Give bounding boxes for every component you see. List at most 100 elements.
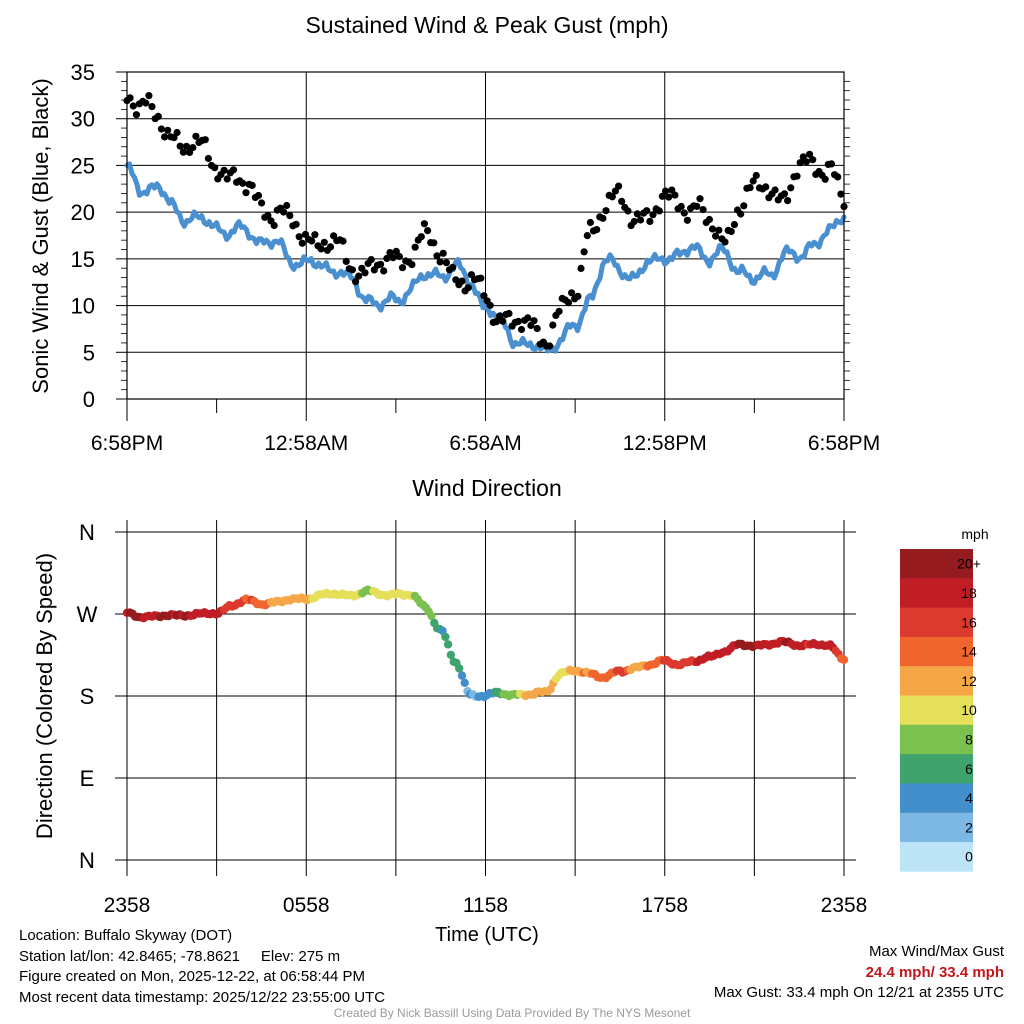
speed-ytick-label: 5 [83,340,95,365]
gust-point [182,142,191,150]
gust-point [258,199,266,207]
speed-xtick-label: 6:58AM [449,432,521,455]
gust-point [148,103,156,111]
gust-point [398,264,407,272]
max-summary-values: 24.4 mph/ 33.4 mph [865,963,1004,981]
gust-point [514,317,523,325]
gust-point [793,172,801,180]
gust-point [154,112,162,120]
direction-point [839,655,849,664]
colorbar-label: 0 [965,849,973,865]
gust-point [264,211,272,219]
gust-point [377,260,385,268]
gust-point [298,239,306,247]
speed-ytick-label: 30 [71,107,95,132]
gust-point [179,148,187,156]
gust-point [740,202,748,210]
direction-point [460,678,469,687]
direction-point [443,640,453,649]
direction-chart-xlabel: Time (UTC) [435,924,539,946]
station-coordinates-row: Station lat/lon: 42.8465; -78.8621 Elev:… [19,947,385,968]
gust-point [802,158,811,166]
recent-timestamp: Most recent data timestamp: 2025/12/22 2… [19,988,386,1006]
colorbar-swatch [900,549,973,579]
gust-point [809,156,817,164]
max-summary-label: Max Wind/Max Gust [868,943,1004,960]
gust-point [458,277,466,285]
gust-point [339,237,347,245]
gust-point [693,202,701,210]
direction-chart-grid [115,520,856,876]
direction-ytick-label: S [80,684,95,709]
gust-point [348,266,356,274]
direction-xtick-label: 1158 [463,894,508,917]
gust-point [677,202,685,211]
gust-point [649,211,657,219]
colorbar-label: 12 [961,673,977,689]
gust-point [821,175,829,183]
direction-point [457,671,467,680]
gust-point [417,233,425,241]
colorbar-title: mph [961,526,988,542]
colorbar-swatch [900,607,973,638]
gust-point [834,173,842,181]
gust-point [424,227,432,235]
direction-ytick-label: E [80,766,95,791]
gust-point [574,292,582,300]
gust-point [608,193,616,201]
speed-ytick-label: 10 [71,294,95,319]
gust-point [283,201,291,210]
station-location: Location: Buffalo Skyway (DOT) [19,927,233,944]
gust-point [270,221,278,230]
gust-point [176,142,184,150]
speed-chart-grid [127,72,844,399]
gust-point [533,324,541,333]
gust-point [762,183,770,191]
speed-xtick-label: 12:58AM [264,432,348,455]
gust-point [680,209,688,217]
direction-point [455,664,464,673]
gust-point [602,207,610,215]
speed-chart-ticks: 0 5 10 15 20 25 30 35 6:58PM 12:58AM 6:58AM 12:58PM… [71,60,881,455]
gust-point [499,317,507,325]
gust-point [837,190,845,198]
colorbar-swatch [900,666,973,696]
speed-ytick-label: 35 [71,60,95,85]
gust-point [449,263,457,271]
gust-point [161,133,169,141]
speed-xtick-label: 6:58PM [91,432,163,455]
gust-point [505,309,513,318]
station-info: Location: Buffalo Skyway (DOT) Station l… [19,926,385,1008]
speed-chart-series [123,92,848,354]
colorbar-label: 18 [961,585,977,601]
gust-point [658,192,667,200]
gust-point [239,179,247,187]
colorbar-swatch [900,578,973,608]
gust-point [737,210,745,218]
gust-point [248,181,256,189]
gust-point [286,212,294,220]
colorbar-swatch [900,754,973,784]
direction-xtick-label: 1758 [641,894,688,917]
gust-point [157,125,165,133]
gust-point [380,267,388,275]
gust-point [126,94,134,102]
gust-point [352,278,360,286]
direction-chart-title: Wind Direction [412,475,562,501]
gust-point [132,111,140,119]
colorbar: 20+ 18 16 14 12 10 8 6 4 2 0 [900,549,981,872]
gust-point [355,272,363,280]
gust-point [464,284,472,292]
direction-point [441,632,450,642]
speed-xtick-label: 6:58PM [808,432,880,455]
speed-ytick-label: 15 [71,247,95,272]
colorbar-label: 16 [961,614,977,630]
gust-point [517,325,526,334]
gust-point [564,299,573,307]
gust-point [201,136,209,144]
gust-point [524,314,532,322]
gust-point [577,264,585,272]
gust-point [367,256,375,264]
gust-point [636,216,645,224]
